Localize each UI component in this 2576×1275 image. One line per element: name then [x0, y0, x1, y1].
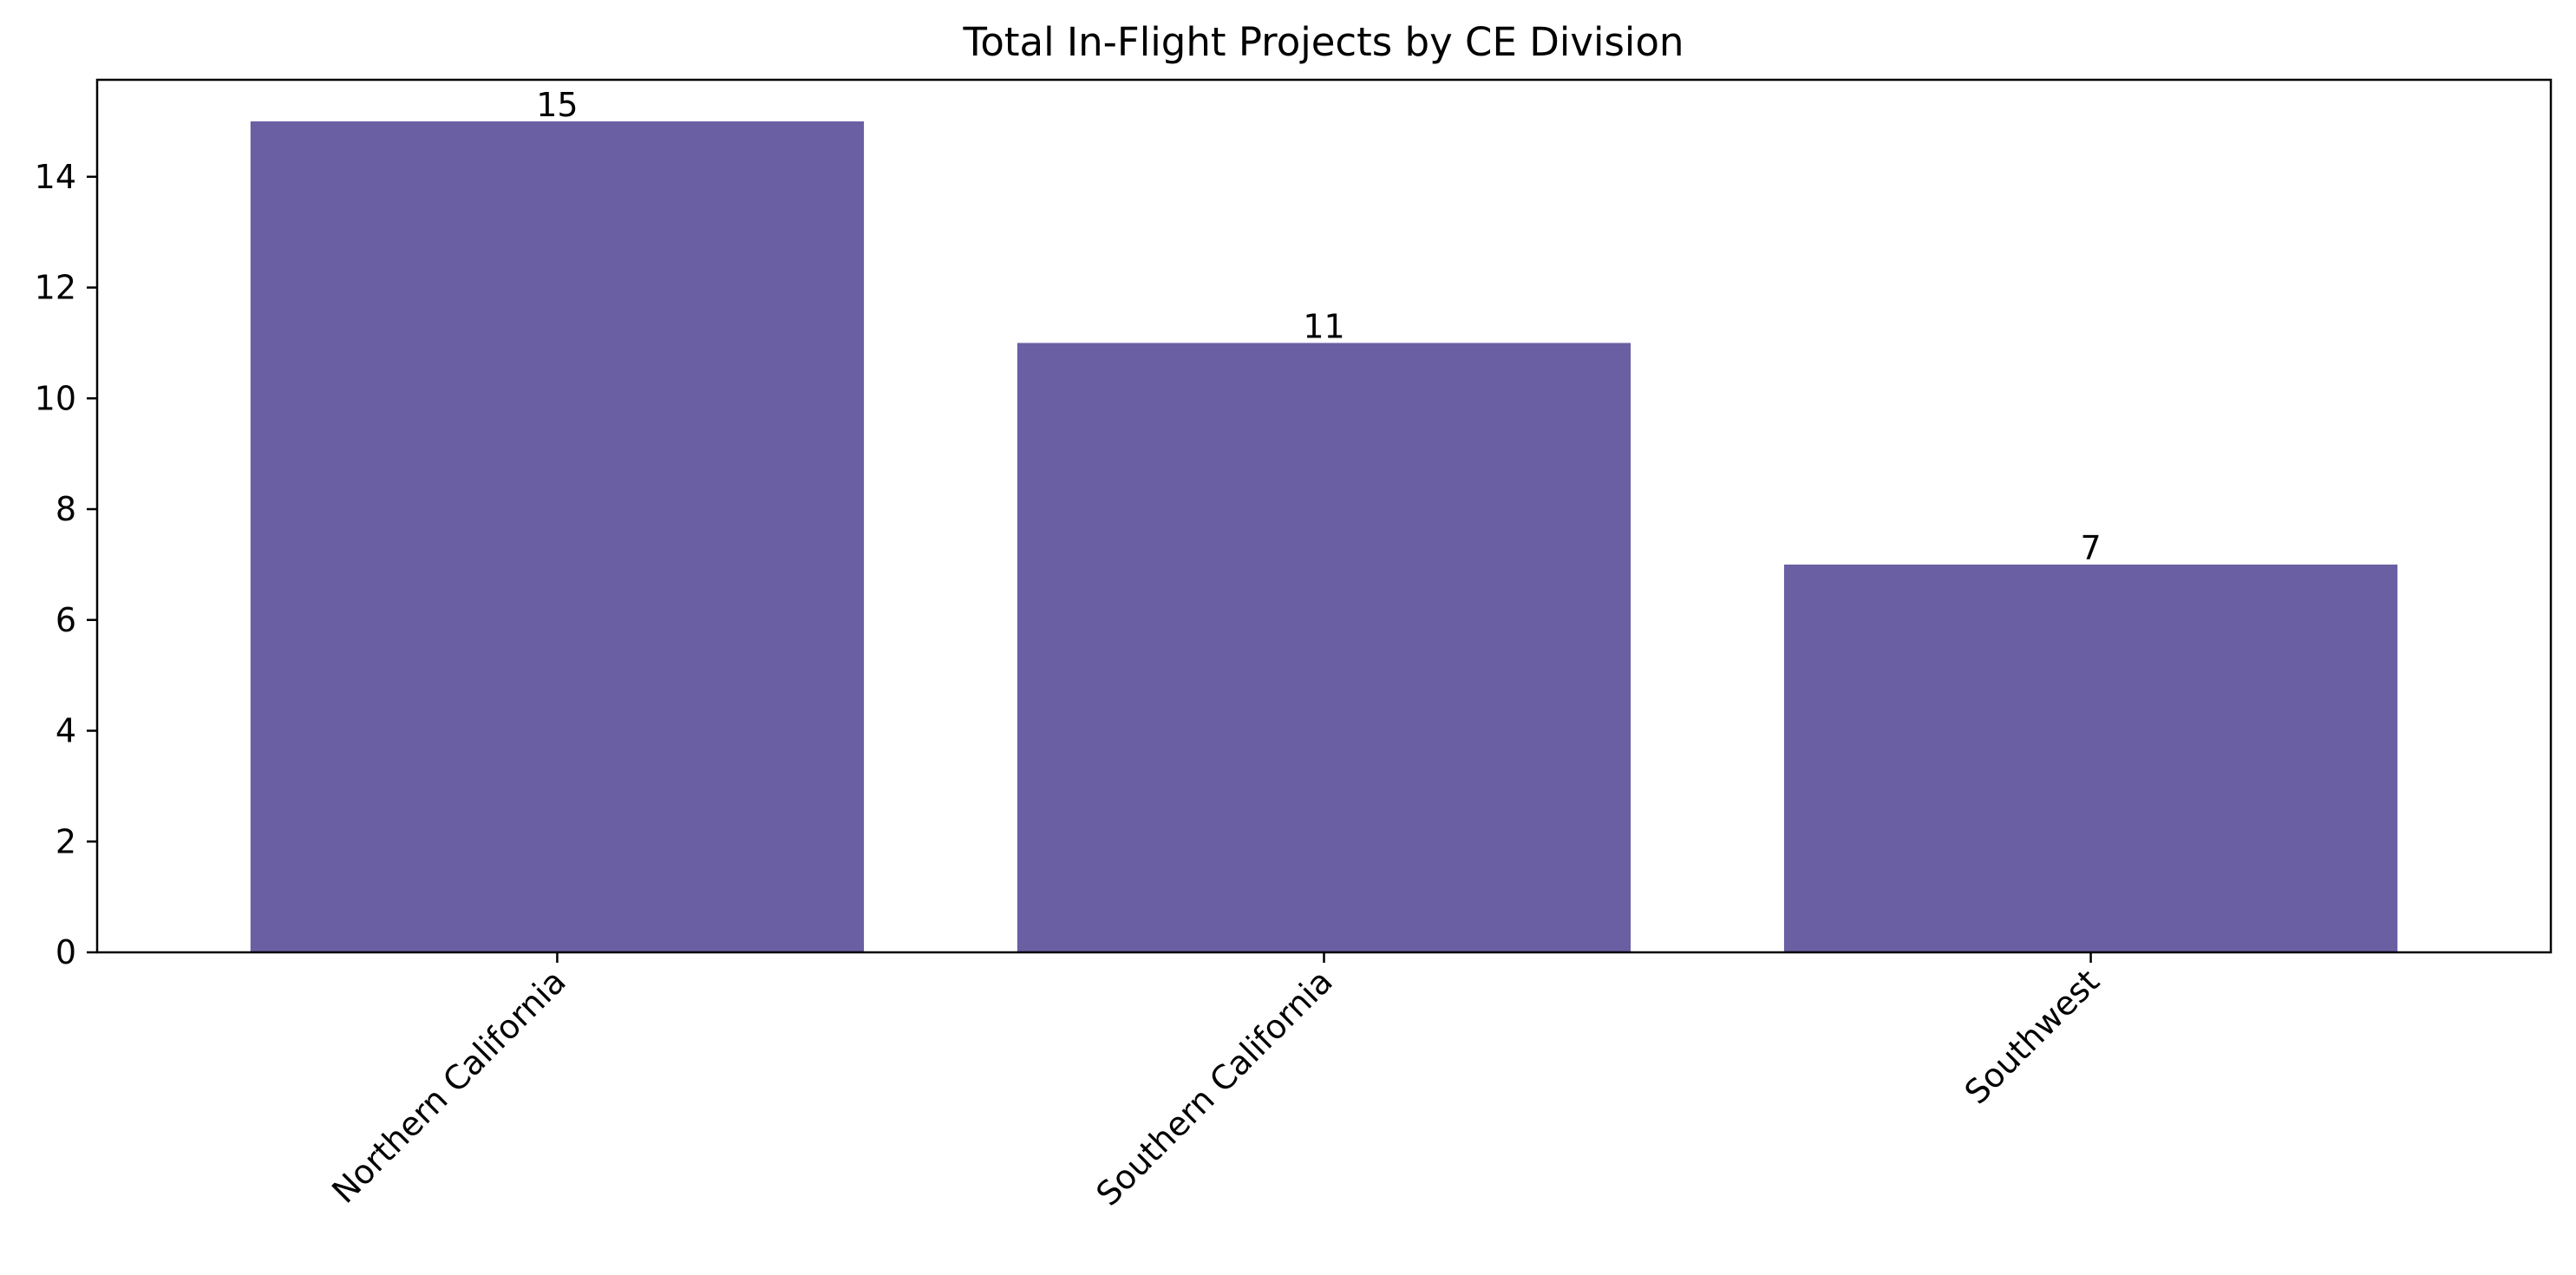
y-tick-label: 4 — [56, 712, 76, 750]
y-tick-label: 12 — [35, 269, 76, 307]
bar-value-label: 11 — [1303, 307, 1344, 345]
bar-value-label: 7 — [2080, 529, 2101, 567]
plot-area: 15 11 7 — [95, 78, 2553, 954]
y-tick-label: 14 — [35, 158, 76, 196]
y-tick-label: 10 — [35, 379, 76, 417]
bar — [250, 121, 865, 952]
bars-layer — [250, 121, 2398, 952]
y-tick-label: 6 — [56, 601, 76, 639]
bar-value-label: 15 — [536, 86, 578, 124]
bar-labels-layer: 15 11 7 — [536, 86, 2101, 567]
bar — [1017, 343, 1631, 952]
y-tick-label: 0 — [56, 933, 76, 971]
y-tick-label: 2 — [56, 822, 76, 860]
bar — [1783, 564, 2398, 952]
chart-title: Total In-Flight Projects by CE Division — [962, 19, 1684, 65]
y-axis: 0 2 4 6 8 10 12 14 — [35, 158, 97, 971]
y-tick-label: 8 — [56, 490, 76, 528]
